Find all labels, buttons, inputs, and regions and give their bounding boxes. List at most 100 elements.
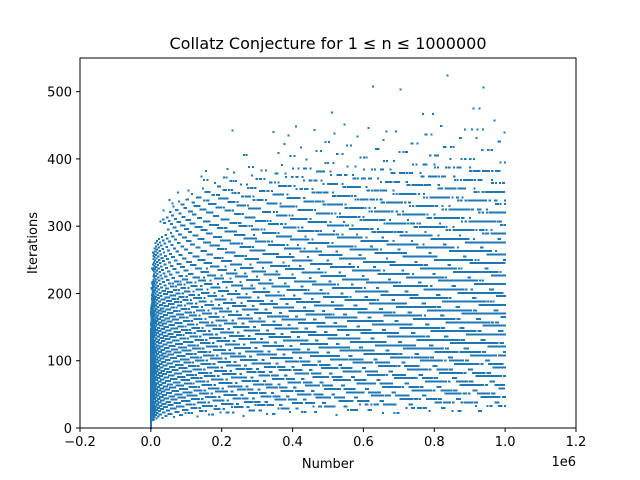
data-point	[195, 302, 198, 305]
data-point	[212, 304, 214, 306]
data-point	[232, 180, 235, 182]
data-point	[151, 318, 153, 320]
data-point	[203, 380, 206, 383]
data-point	[195, 314, 197, 317]
data-point	[208, 330, 211, 332]
data-point	[182, 203, 185, 206]
data-point	[212, 354, 215, 357]
data-point	[200, 175, 203, 178]
data-point	[227, 290, 229, 292]
data-point	[156, 261, 159, 263]
data-point	[163, 298, 166, 301]
data-point	[200, 356, 202, 359]
data-point	[171, 383, 173, 386]
data-point	[240, 385, 243, 388]
data-point	[155, 337, 158, 340]
data-point	[162, 337, 164, 339]
data-point	[170, 392, 172, 394]
data-point	[217, 387, 220, 390]
data-point	[171, 324, 173, 326]
data-point	[240, 373, 242, 375]
data-point	[191, 210, 193, 213]
data-point	[182, 334, 185, 336]
data-point	[183, 283, 186, 286]
data-point	[158, 267, 160, 270]
data-point	[158, 238, 160, 240]
data-point	[199, 226, 201, 228]
data-point	[225, 319, 228, 322]
data-point	[207, 380, 209, 383]
data-point	[158, 335, 160, 338]
data-point	[168, 220, 171, 222]
data-point	[210, 232, 213, 235]
data-point	[154, 390, 157, 392]
data-point	[161, 277, 164, 280]
data-point	[197, 226, 200, 228]
data-point	[237, 331, 240, 334]
data-point	[163, 349, 165, 351]
data-point	[203, 229, 206, 231]
data-point	[241, 394, 244, 396]
data-point	[243, 343, 246, 346]
data-point	[177, 250, 179, 253]
data-point	[153, 294, 156, 297]
data-point	[205, 229, 208, 231]
data-point	[156, 316, 158, 319]
data-point	[236, 293, 239, 295]
data-point	[218, 408, 221, 410]
data-point	[199, 196, 202, 199]
data-point	[157, 382, 159, 385]
data-point	[155, 304, 157, 307]
data-point	[178, 200, 180, 203]
data-point	[214, 396, 217, 398]
data-point	[221, 257, 224, 259]
data-point	[220, 390, 223, 393]
data-point	[174, 336, 177, 338]
data-point	[185, 207, 187, 209]
data-point	[200, 285, 203, 287]
data-point	[220, 357, 223, 360]
data-point	[179, 351, 182, 354]
data-point	[154, 292, 157, 295]
data-point	[178, 360, 180, 363]
data-point	[198, 205, 201, 207]
data-point	[227, 399, 229, 402]
data-point	[164, 382, 166, 384]
data-point	[204, 318, 207, 320]
data-point	[184, 304, 186, 307]
data-point	[223, 206, 225, 209]
data-point	[230, 382, 233, 384]
data-point	[197, 205, 199, 207]
data-point	[241, 242, 243, 245]
data-point	[224, 227, 226, 229]
data-point	[169, 282, 172, 285]
data-point	[158, 368, 161, 371]
data-point	[218, 244, 220, 247]
data-point	[154, 313, 157, 316]
data-point	[241, 284, 243, 287]
data-point	[239, 352, 241, 355]
data-point	[153, 270, 155, 273]
data-point	[166, 293, 168, 295]
data-point	[210, 384, 212, 386]
data-point	[221, 197, 224, 200]
data-point	[157, 403, 159, 406]
data-point	[236, 310, 239, 313]
data-point	[176, 310, 178, 312]
data-point	[219, 324, 222, 327]
data-point	[153, 353, 156, 356]
data-point	[217, 224, 219, 226]
data-point	[152, 284, 154, 287]
data-point	[215, 224, 218, 226]
data-point	[179, 343, 181, 345]
data-point	[157, 294, 159, 296]
data-point	[235, 382, 238, 384]
data-point	[215, 295, 217, 297]
data-point	[152, 267, 155, 269]
data-point	[175, 289, 178, 291]
data-point	[188, 210, 190, 213]
data-point	[165, 343, 168, 346]
data-point	[171, 291, 173, 293]
data-point	[191, 201, 194, 204]
data-point	[232, 209, 234, 212]
